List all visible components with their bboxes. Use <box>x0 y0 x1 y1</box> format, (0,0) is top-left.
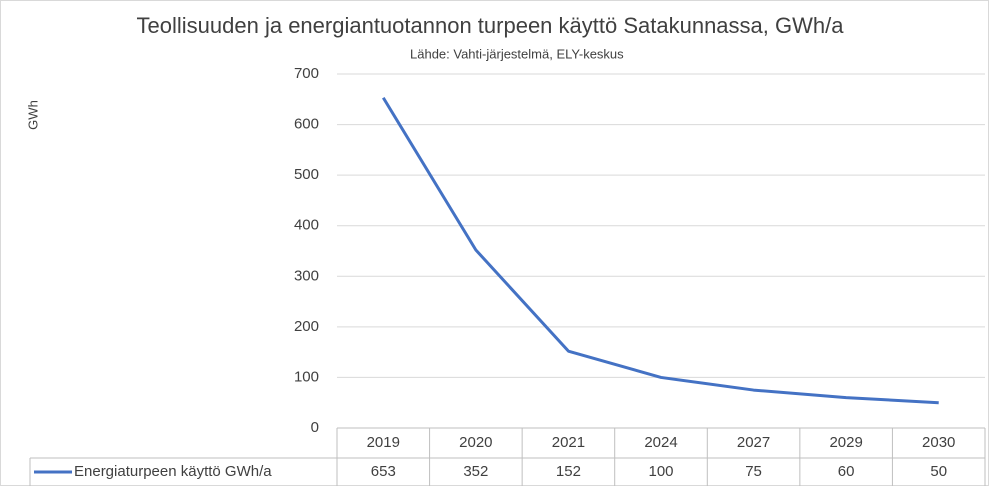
table-value: 60 <box>838 463 855 480</box>
y-tick-label: 200 <box>294 318 319 335</box>
x-tick-label: 2024 <box>644 434 677 451</box>
table-value: 152 <box>556 463 581 480</box>
table-value: 50 <box>930 463 947 480</box>
y-tick-label: 100 <box>294 368 319 385</box>
line-series <box>382 96 939 405</box>
table-value: 75 <box>745 463 762 480</box>
chart-subtitle: Lähde: Vahti-järjestelmä, ELY-keskus <box>410 46 624 61</box>
x-tick-label: 2020 <box>459 434 492 451</box>
table-value: 352 <box>463 463 488 480</box>
y-tick-label: 300 <box>294 267 319 284</box>
y-axis-label: GWh <box>25 100 40 130</box>
y-tick-label: 500 <box>294 166 319 183</box>
table-value: 653 <box>371 463 396 480</box>
y-tick-label: 0 <box>311 419 319 436</box>
y-tick-label: 700 <box>294 65 319 82</box>
chart-title: Teollisuuden ja energiantuotannon turpee… <box>137 13 845 38</box>
x-tick-label: 2027 <box>737 434 770 451</box>
x-tick-label: 2019 <box>367 434 400 451</box>
x-tick-label: 2029 <box>829 434 862 451</box>
x-tick-label: 2030 <box>922 434 955 451</box>
legend-label: Energiaturpeen käyttö GWh/a <box>74 463 272 480</box>
y-tick-label: 400 <box>294 217 319 234</box>
y-tick-label: 600 <box>294 116 319 133</box>
table-value: 100 <box>648 463 673 480</box>
x-tick-label: 2021 <box>552 434 585 451</box>
